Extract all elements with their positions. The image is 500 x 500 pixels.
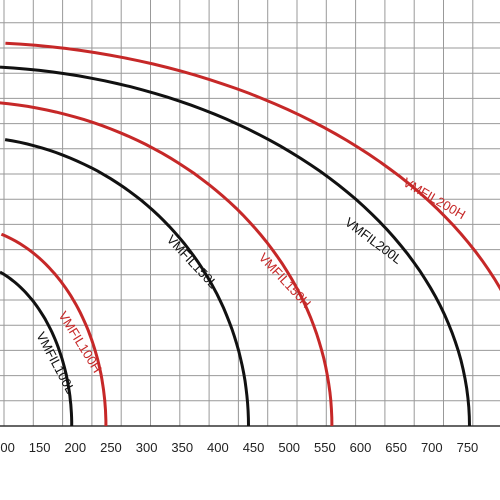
x-tick-label: 150 <box>29 440 51 455</box>
series-label-vmfil150l: VMFIL150L <box>164 232 221 291</box>
x-axis-ticks: 100 150 200 250 300 350 400 450 500 550 600 650 700 7… <box>0 440 500 455</box>
x-tick-label: 650 <box>385 440 407 455</box>
x-tick-label: 300 <box>136 440 158 455</box>
x-tick-label: 500 <box>278 440 300 455</box>
curve-vmfil200h <box>5 41 500 292</box>
grid <box>0 0 500 427</box>
x-tick-label: 100 <box>0 440 15 455</box>
x-tick-label: 450 <box>243 440 265 455</box>
x-tick-label: 550 <box>314 440 336 455</box>
curve-vmfil200l <box>0 65 471 427</box>
series-label-vmfil150h: VMFIL150H <box>256 250 314 311</box>
x-tick-label: 350 <box>171 440 193 455</box>
curves <box>0 41 500 427</box>
curve-vmfil100h <box>0 232 108 426</box>
series-label-vmfil200h: VMFIL200H <box>401 175 469 223</box>
x-tick-label: 400 <box>207 440 229 455</box>
curve-vmfil100l <box>0 270 74 426</box>
curve-vmfil150h <box>0 101 334 427</box>
x-tick-label: 750 <box>457 440 479 455</box>
x-tick-label: 250 <box>100 440 122 455</box>
x-tick-label: 700 <box>421 440 443 455</box>
x-tick-label: 200 <box>64 440 86 455</box>
curve-vmfil150l <box>4 138 250 427</box>
x-tick-label: 600 <box>350 440 372 455</box>
